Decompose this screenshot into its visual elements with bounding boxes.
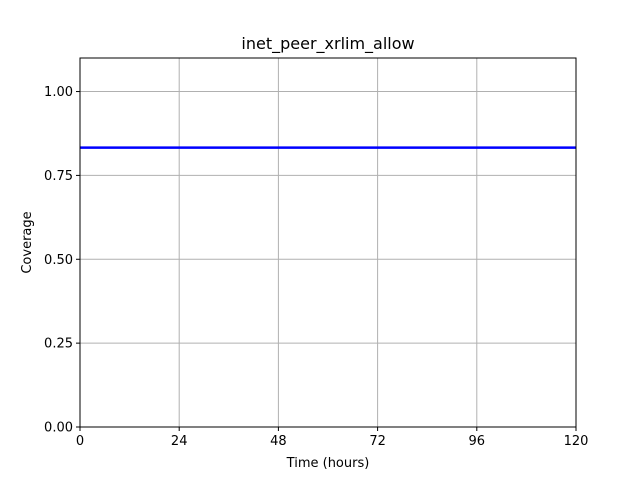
x-tick-label: 24 (171, 434, 188, 449)
x-tick-label: 48 (270, 434, 287, 449)
axis-ticks: 0 24 48 72 96 120 0.00 0.25 0.50 0.75 1.00 (44, 85, 588, 449)
y-tick-label: 1.00 (44, 85, 73, 100)
y-tick-label: 0.50 (44, 253, 73, 268)
chart-title: inet_peer_xrlim_allow (241, 34, 414, 54)
y-axis-label: Coverage (20, 211, 35, 273)
x-tick-label: 96 (469, 434, 486, 449)
y-tick-label: 0.75 (44, 169, 73, 184)
y-tick-label: 0.25 (44, 337, 73, 352)
x-axis-label: Time (hours) (286, 456, 370, 471)
x-tick-label: 0 (76, 434, 84, 449)
x-tick-label: 72 (369, 434, 386, 449)
plot-frame (79, 57, 577, 428)
y-tick-label: 0.00 (44, 421, 73, 436)
x-tick-label: 120 (564, 434, 589, 449)
